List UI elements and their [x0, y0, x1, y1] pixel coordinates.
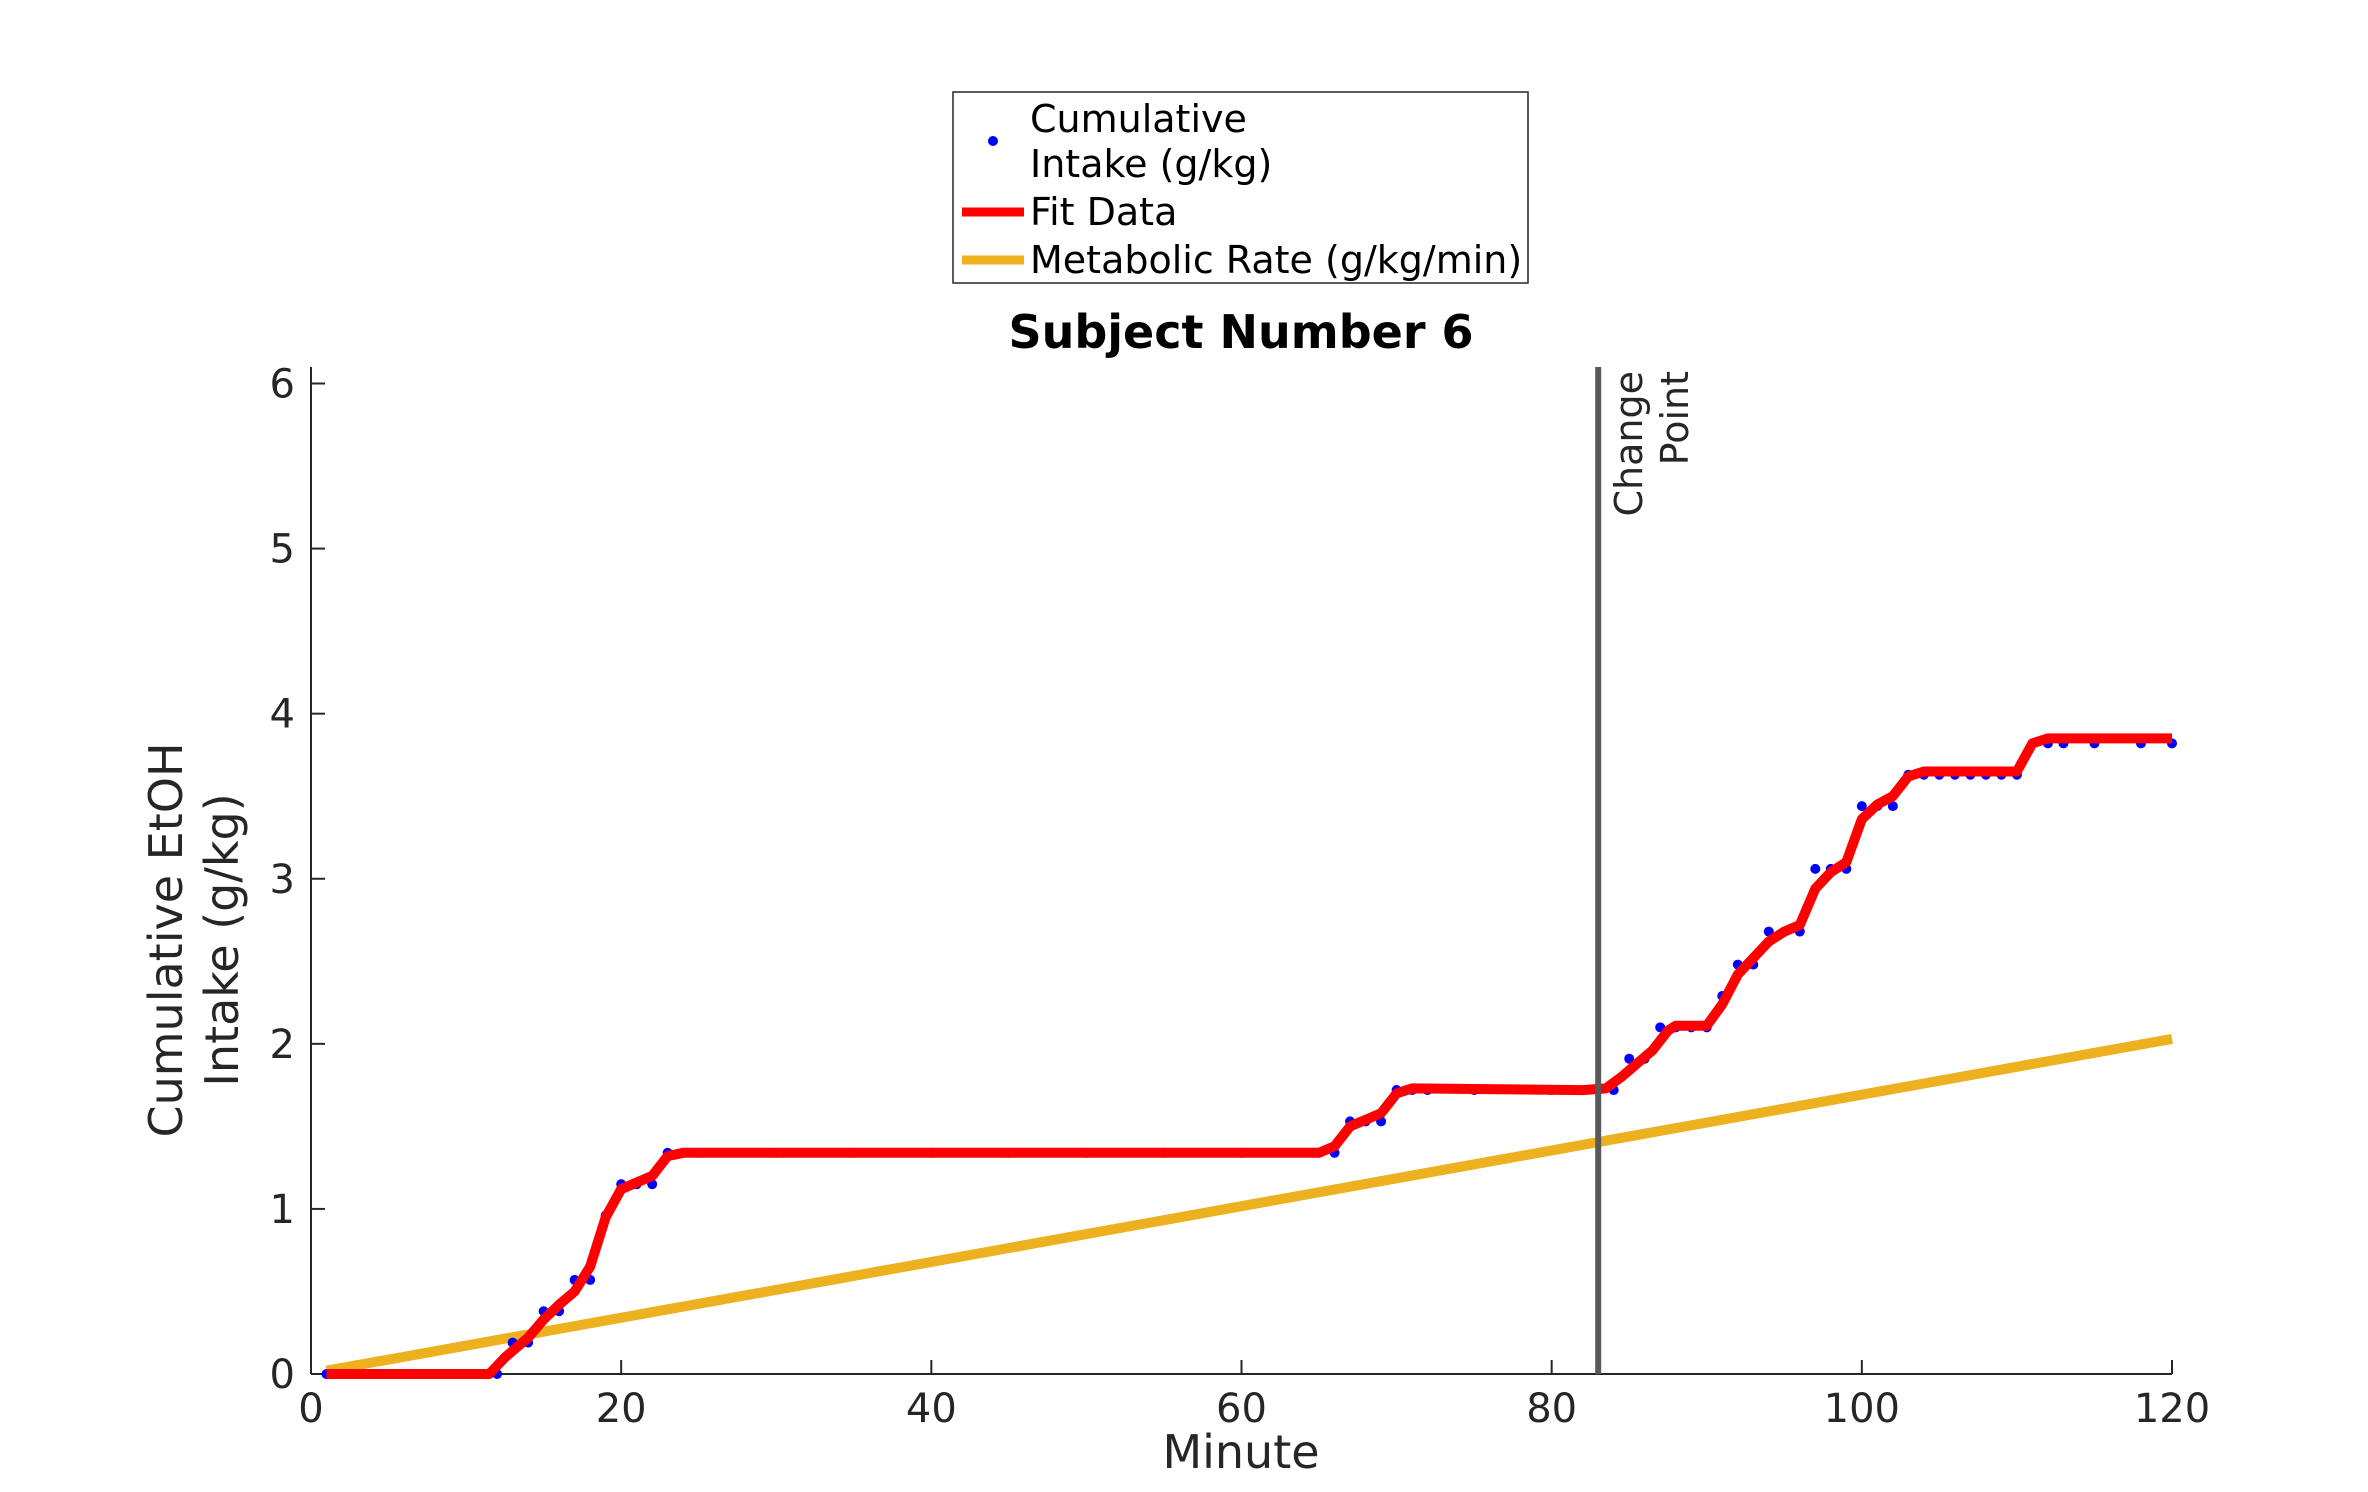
cumulative-intake-point: [1887, 801, 1898, 812]
y-tick-label: 3: [270, 857, 295, 903]
y-tick-label: 4: [270, 692, 295, 738]
change-point-annotation: Change Point: [1595, 367, 1697, 1374]
x-tick-label: 60: [1216, 1386, 1267, 1432]
y-tick-label: 1: [270, 1187, 295, 1233]
change-point-label: Change Point: [1607, 371, 1697, 517]
cumulative-intake-point: [1624, 1053, 1635, 1064]
legend-label-metabolic: Metabolic Rate (g/kg/min): [1030, 238, 1522, 282]
y-axis-label: Cumulative EtOH Intake (g/kg): [139, 742, 249, 1137]
legend-label-cumulative-line-2: Intake (g/kg): [1030, 142, 1272, 186]
y-axis-label-line-2: Intake (g/kg): [195, 793, 249, 1086]
x-tick-label: 40: [906, 1386, 957, 1432]
y-tick-label: 6: [270, 362, 295, 408]
change-point-label-line: Change: [1607, 371, 1651, 517]
x-tick-label: 0: [298, 1386, 323, 1432]
axes: [310, 367, 2172, 1375]
cumulative-intake-point: [1856, 801, 1867, 812]
y-tick-label: 5: [270, 527, 295, 573]
x-tick-label: 20: [596, 1386, 647, 1432]
y-axis-label-line-1: Cumulative EtOH: [139, 742, 193, 1137]
y-ticks: 0 1 2 3 4 5 6: [270, 362, 325, 1398]
metabolic-rate-line: [325, 1033, 2173, 1376]
cumulative-intake-point: [1810, 863, 1821, 874]
x-axis-label: Minute: [1162, 1425, 1319, 1479]
legend-label-cumulative-line-1: Cumulative: [1030, 97, 1247, 141]
x-tick-label: 120: [2134, 1386, 2210, 1432]
x-tick-label: 100: [1824, 1386, 1900, 1432]
series-layer: [321, 733, 2177, 1379]
fit-data-line: [326, 733, 2172, 1379]
legend-marker-cumulative: [988, 136, 998, 146]
y-tick-label: 2: [270, 1022, 295, 1068]
legend-box: [952, 91, 1529, 284]
change-point-label-line: Point: [1653, 371, 1697, 465]
y-tick-label: 0: [270, 1352, 295, 1398]
cumulative-intake-points: [321, 738, 2177, 1379]
x-tick-label: 80: [1526, 1386, 1577, 1432]
x-ticks: 0 20 40 60 80 100 120: [298, 1360, 2210, 1432]
chart-title: Subject Number 6: [1008, 305, 1473, 359]
legend-label-fit: Fit Data: [1030, 190, 1177, 234]
legend: Cumulative Intake (g/kg) Fit Data Metabo…: [952, 91, 1529, 284]
